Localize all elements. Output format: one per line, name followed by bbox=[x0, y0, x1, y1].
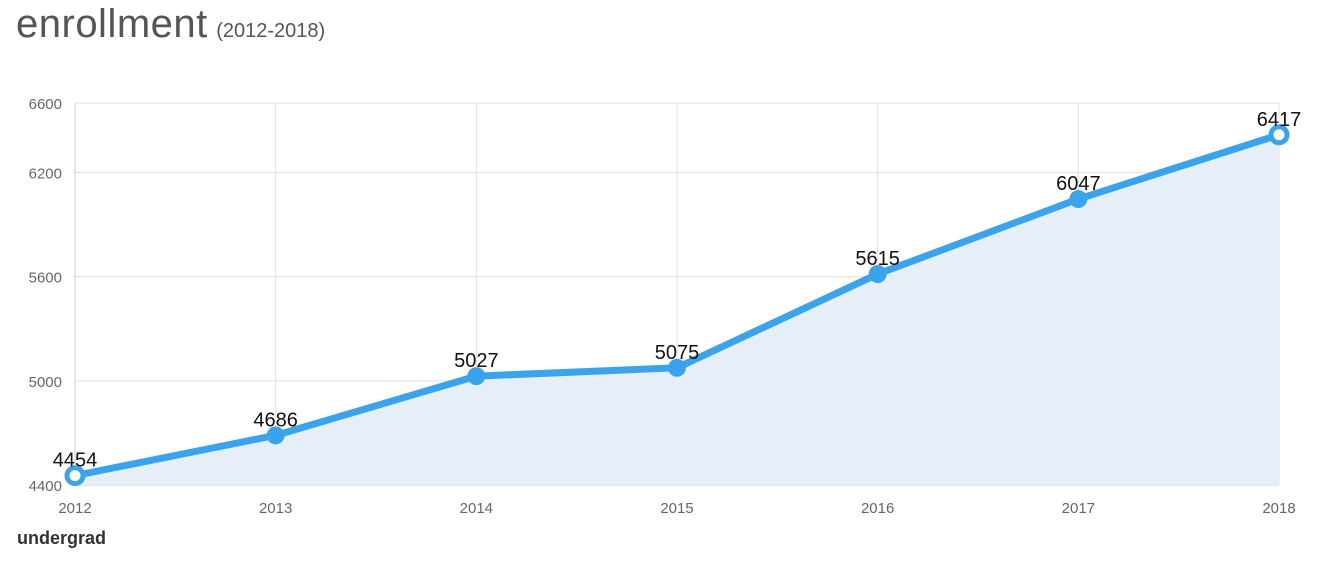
data-label: 4686 bbox=[253, 409, 298, 431]
x-tick-label: 2016 bbox=[861, 500, 894, 517]
x-tick-label: 2012 bbox=[58, 500, 91, 517]
chart-title: enrollment bbox=[16, 2, 208, 46]
series-area bbox=[75, 134, 1279, 485]
y-tick-label: 4400 bbox=[29, 478, 62, 495]
y-tick-label: 5600 bbox=[29, 270, 62, 287]
y-tick-label: 5000 bbox=[29, 374, 62, 391]
data-label: 5027 bbox=[454, 350, 499, 372]
data-label: 6047 bbox=[1056, 173, 1101, 195]
data-label: 5615 bbox=[855, 248, 900, 270]
data-point bbox=[64, 465, 86, 487]
data-label: 4454 bbox=[53, 450, 98, 472]
chart-header: enrollment (2012-2018) bbox=[16, 2, 325, 47]
y-tick-label: 6200 bbox=[29, 165, 62, 182]
x-tick-label: 2015 bbox=[660, 500, 693, 517]
y-tick-label: 6600 bbox=[29, 96, 62, 113]
x-tick-label: 2013 bbox=[259, 500, 292, 517]
data-point bbox=[467, 367, 486, 386]
data-point bbox=[868, 265, 887, 284]
series-label: undergrad bbox=[17, 528, 107, 548]
data-point bbox=[266, 426, 285, 445]
x-tick-label: 2018 bbox=[1262, 500, 1295, 517]
x-tick-label: 2017 bbox=[1062, 500, 1095, 517]
data-point bbox=[1069, 190, 1088, 209]
data-point bbox=[668, 358, 686, 377]
data-point bbox=[1268, 124, 1290, 146]
data-label: 6417 bbox=[1257, 109, 1302, 131]
data-label: 5075 bbox=[655, 342, 700, 364]
x-tick-label: 2014 bbox=[460, 500, 493, 517]
chart-subtitle: (2012-2018) bbox=[216, 20, 326, 42]
